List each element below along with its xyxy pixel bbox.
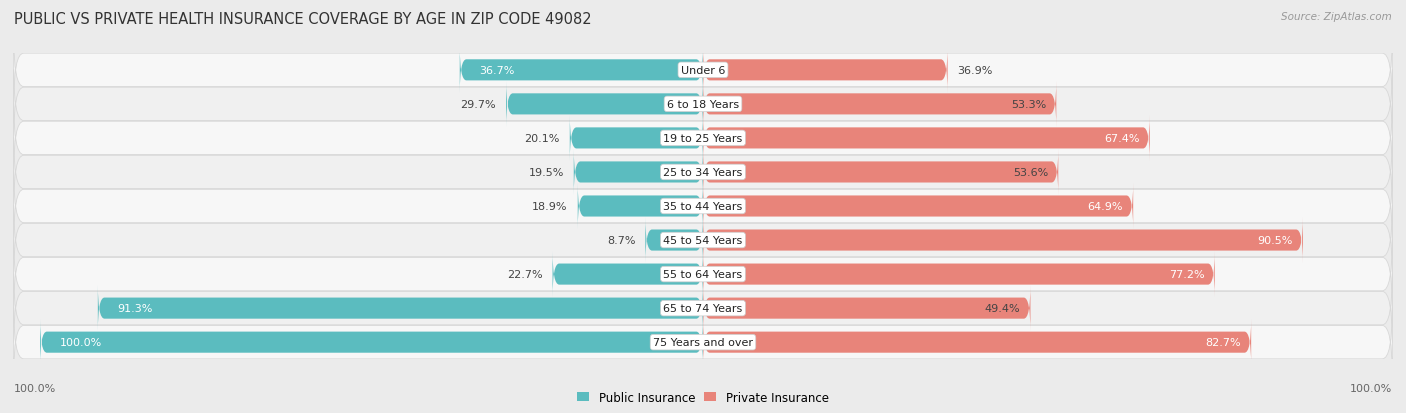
Text: 100.0%: 100.0% bbox=[60, 337, 103, 347]
FancyBboxPatch shape bbox=[41, 319, 703, 366]
Text: 20.1%: 20.1% bbox=[524, 133, 560, 144]
Text: 100.0%: 100.0% bbox=[14, 383, 56, 393]
FancyBboxPatch shape bbox=[14, 274, 1392, 343]
FancyBboxPatch shape bbox=[14, 206, 1392, 275]
Text: 55 to 64 Years: 55 to 64 Years bbox=[664, 269, 742, 280]
Text: 53.3%: 53.3% bbox=[1011, 100, 1046, 109]
FancyBboxPatch shape bbox=[460, 47, 703, 94]
Text: 35 to 44 Years: 35 to 44 Years bbox=[664, 202, 742, 211]
Text: 75 Years and over: 75 Years and over bbox=[652, 337, 754, 347]
FancyBboxPatch shape bbox=[553, 251, 703, 298]
Text: 90.5%: 90.5% bbox=[1257, 235, 1294, 245]
FancyBboxPatch shape bbox=[14, 172, 1392, 241]
FancyBboxPatch shape bbox=[703, 217, 1303, 264]
Text: 6 to 18 Years: 6 to 18 Years bbox=[666, 100, 740, 109]
Text: 100.0%: 100.0% bbox=[1350, 383, 1392, 393]
Text: 67.4%: 67.4% bbox=[1104, 133, 1140, 144]
FancyBboxPatch shape bbox=[14, 70, 1392, 139]
Text: 45 to 54 Years: 45 to 54 Years bbox=[664, 235, 742, 245]
Text: 18.9%: 18.9% bbox=[533, 202, 568, 211]
Legend: Public Insurance, Private Insurance: Public Insurance, Private Insurance bbox=[572, 386, 834, 408]
FancyBboxPatch shape bbox=[574, 149, 703, 196]
FancyBboxPatch shape bbox=[14, 138, 1392, 207]
FancyBboxPatch shape bbox=[703, 285, 1031, 332]
Text: 22.7%: 22.7% bbox=[508, 269, 543, 280]
Text: 65 to 74 Years: 65 to 74 Years bbox=[664, 304, 742, 313]
Text: 8.7%: 8.7% bbox=[607, 235, 636, 245]
Text: 36.9%: 36.9% bbox=[957, 66, 993, 76]
Text: 77.2%: 77.2% bbox=[1170, 269, 1205, 280]
FancyBboxPatch shape bbox=[14, 240, 1392, 309]
FancyBboxPatch shape bbox=[569, 115, 703, 162]
FancyBboxPatch shape bbox=[506, 81, 703, 128]
FancyBboxPatch shape bbox=[703, 115, 1150, 162]
FancyBboxPatch shape bbox=[703, 319, 1251, 366]
Text: 19.5%: 19.5% bbox=[529, 168, 564, 178]
FancyBboxPatch shape bbox=[703, 81, 1056, 128]
Text: 49.4%: 49.4% bbox=[984, 304, 1021, 313]
FancyBboxPatch shape bbox=[703, 183, 1133, 230]
FancyBboxPatch shape bbox=[703, 251, 1215, 298]
FancyBboxPatch shape bbox=[703, 149, 1059, 196]
FancyBboxPatch shape bbox=[578, 183, 703, 230]
Text: 91.3%: 91.3% bbox=[118, 304, 153, 313]
Text: 64.9%: 64.9% bbox=[1088, 202, 1123, 211]
Text: Under 6: Under 6 bbox=[681, 66, 725, 76]
Text: 25 to 34 Years: 25 to 34 Years bbox=[664, 168, 742, 178]
FancyBboxPatch shape bbox=[645, 217, 703, 264]
Text: 82.7%: 82.7% bbox=[1205, 337, 1241, 347]
FancyBboxPatch shape bbox=[98, 285, 703, 332]
FancyBboxPatch shape bbox=[14, 308, 1392, 377]
Text: 53.6%: 53.6% bbox=[1014, 168, 1049, 178]
Text: Source: ZipAtlas.com: Source: ZipAtlas.com bbox=[1281, 12, 1392, 22]
Text: 36.7%: 36.7% bbox=[479, 66, 515, 76]
Text: 29.7%: 29.7% bbox=[461, 100, 496, 109]
FancyBboxPatch shape bbox=[14, 104, 1392, 173]
FancyBboxPatch shape bbox=[14, 36, 1392, 105]
FancyBboxPatch shape bbox=[703, 47, 948, 94]
Text: 19 to 25 Years: 19 to 25 Years bbox=[664, 133, 742, 144]
Text: PUBLIC VS PRIVATE HEALTH INSURANCE COVERAGE BY AGE IN ZIP CODE 49082: PUBLIC VS PRIVATE HEALTH INSURANCE COVER… bbox=[14, 12, 592, 27]
